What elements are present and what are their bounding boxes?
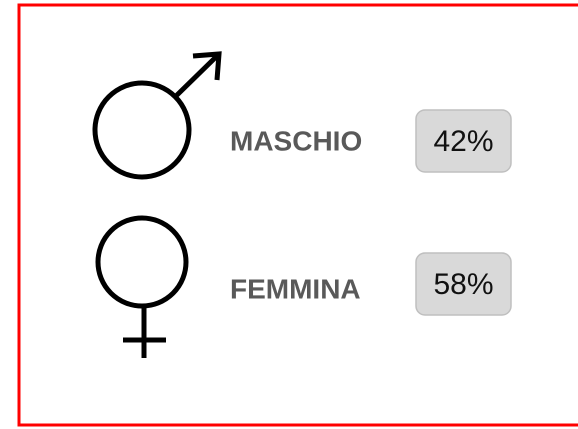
value: 42% [433, 125, 493, 158]
badge [415, 252, 512, 316]
value: 58% [433, 268, 493, 301]
female-symbol [95, 215, 189, 358]
label: MASCHIO [230, 125, 362, 156]
frame [17, 3, 578, 427]
badge [415, 109, 512, 173]
male-symbol [92, 51, 222, 180]
label: FEMMINA [230, 273, 361, 304]
